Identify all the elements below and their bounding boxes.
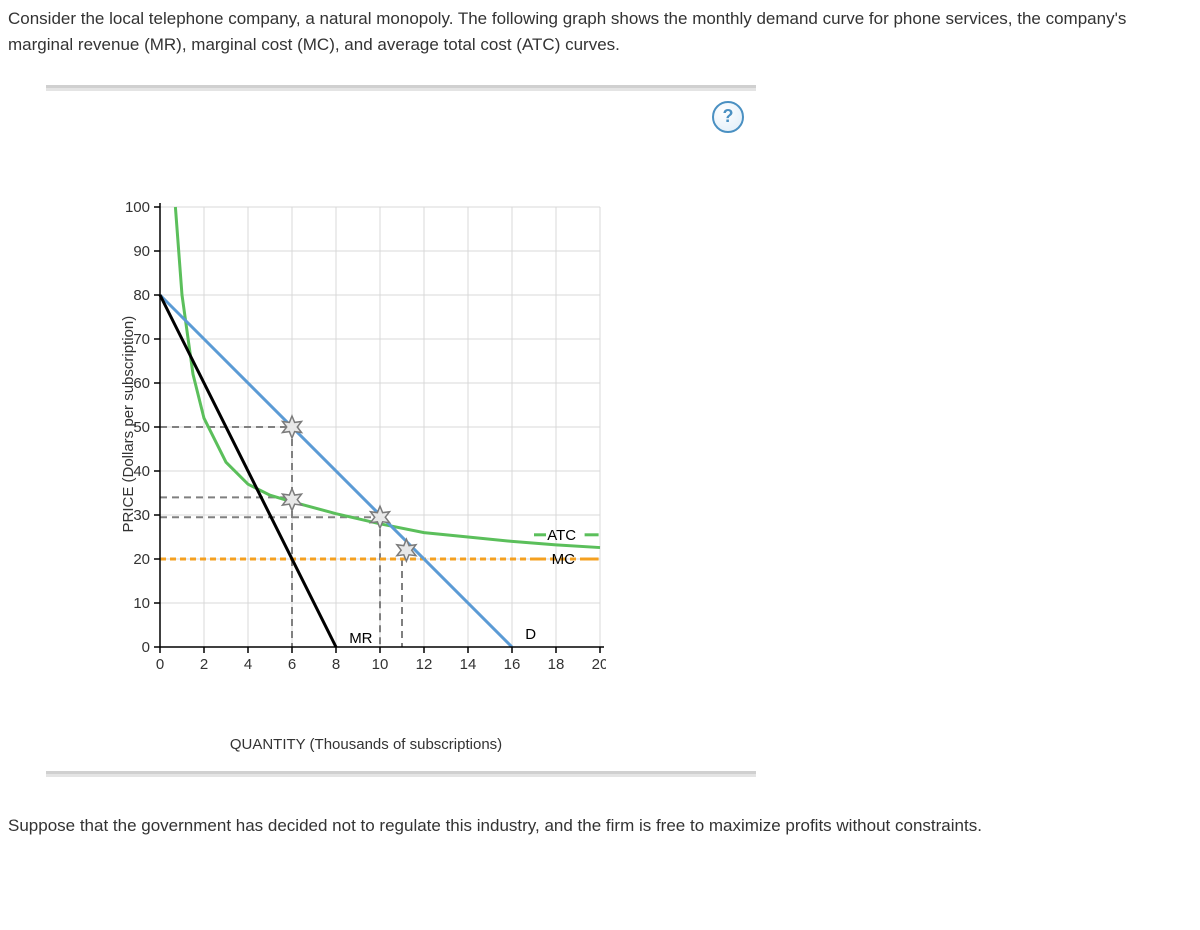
- svg-text:80: 80: [133, 287, 150, 304]
- svg-text:10: 10: [372, 656, 389, 673]
- plot-area[interactable]: 024681012141618200102030405060708090100A…: [106, 201, 626, 721]
- svg-text:6: 6: [288, 656, 296, 673]
- svg-text:90: 90: [133, 243, 150, 260]
- svg-text:8: 8: [332, 656, 340, 673]
- svg-text:16: 16: [504, 656, 521, 673]
- chart-svg: 024681012141618200102030405060708090100A…: [106, 201, 606, 683]
- prompt-text-top: Consider the local telephone company, a …: [0, 0, 1200, 61]
- svg-text:14: 14: [460, 656, 477, 673]
- prompt-text-bottom: Suppose that the government has decided …: [0, 807, 1200, 841]
- svg-text:D: D: [525, 625, 536, 642]
- svg-text:20: 20: [592, 656, 606, 673]
- svg-text:18: 18: [548, 656, 565, 673]
- svg-text:2: 2: [200, 656, 208, 673]
- chart-panel-wrapper: ? 02468101214161820010203040506070809010…: [46, 85, 756, 777]
- x-axis-label: QUANTITY (Thousands of subscriptions): [106, 736, 626, 753]
- question-mark-icon: ?: [723, 106, 734, 127]
- help-button[interactable]: ?: [712, 101, 744, 133]
- prompt-line-2: marginal revenue (MR), marginal cost (MC…: [8, 35, 620, 54]
- prompt-line-1: Consider the local telephone company, a …: [8, 9, 1126, 28]
- prompt-bottom-text: Suppose that the government has decided …: [8, 816, 982, 835]
- svg-text:20: 20: [133, 551, 150, 568]
- svg-text:0: 0: [156, 656, 164, 673]
- svg-text:ATC: ATC: [547, 526, 576, 543]
- svg-text:0: 0: [142, 639, 150, 656]
- panel-bottom-rule: [46, 771, 756, 777]
- chart-panel: ? 02468101214161820010203040506070809010…: [46, 91, 756, 771]
- svg-text:100: 100: [125, 201, 150, 216]
- svg-text:12: 12: [416, 656, 433, 673]
- svg-text:MR: MR: [349, 630, 372, 647]
- svg-text:10: 10: [133, 595, 150, 612]
- svg-text:4: 4: [244, 656, 252, 673]
- y-axis-label: PRICE (Dollars per subscription): [120, 315, 137, 532]
- svg-text:MC: MC: [552, 551, 575, 568]
